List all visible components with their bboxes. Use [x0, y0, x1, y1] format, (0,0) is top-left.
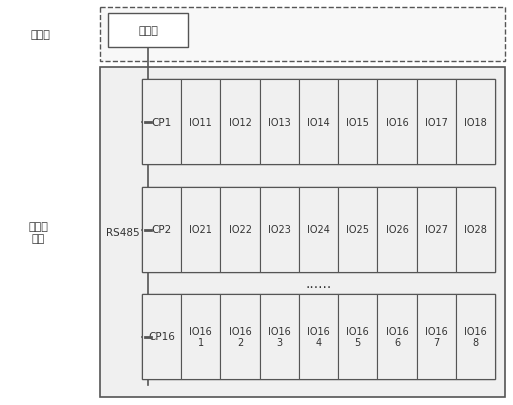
Bar: [260, 294, 299, 379]
Bar: [299, 294, 338, 379]
Text: IO12: IO12: [229, 117, 251, 127]
Bar: [108, 14, 188, 48]
Bar: [181, 188, 221, 272]
Text: IO27: IO27: [425, 225, 448, 235]
Bar: [181, 80, 221, 164]
Text: 控制器: 控制器: [138, 26, 158, 36]
Text: IO18: IO18: [464, 117, 487, 127]
Text: IO22: IO22: [229, 225, 251, 235]
Text: CP2: CP2: [151, 225, 172, 235]
Bar: [338, 294, 378, 379]
Text: IO16
2: IO16 2: [229, 326, 251, 347]
Bar: [299, 188, 338, 272]
Text: IO24: IO24: [307, 225, 330, 235]
Bar: [100, 68, 505, 397]
Bar: [221, 294, 260, 379]
Text: IO25: IO25: [346, 225, 369, 235]
Text: IO13: IO13: [268, 117, 291, 127]
Bar: [181, 294, 221, 379]
Bar: [260, 188, 299, 272]
Bar: [142, 188, 181, 272]
Bar: [221, 80, 260, 164]
Bar: [417, 80, 456, 164]
Text: IO16
1: IO16 1: [189, 326, 212, 347]
Bar: [378, 188, 417, 272]
Bar: [378, 80, 417, 164]
Bar: [299, 80, 338, 164]
Text: IO21: IO21: [189, 225, 212, 235]
Text: 控制层: 控制层: [30, 30, 50, 40]
Bar: [456, 294, 495, 379]
Bar: [417, 294, 456, 379]
Bar: [142, 188, 495, 272]
Text: IO23: IO23: [268, 225, 291, 235]
Bar: [142, 294, 181, 379]
Bar: [221, 188, 260, 272]
Text: IO16: IO16: [386, 117, 408, 127]
Bar: [142, 80, 495, 164]
Text: IO16
8: IO16 8: [464, 326, 487, 347]
Bar: [142, 80, 181, 164]
Bar: [456, 188, 495, 272]
Text: ......: ......: [305, 276, 331, 290]
Bar: [142, 294, 495, 379]
Text: CP16: CP16: [148, 332, 175, 342]
Text: IO16
6: IO16 6: [386, 326, 408, 347]
Text: CP1: CP1: [151, 117, 172, 127]
Bar: [417, 188, 456, 272]
Text: 输入输
出层: 输入输 出层: [28, 222, 48, 243]
Bar: [338, 80, 378, 164]
Bar: [456, 80, 495, 164]
Bar: [378, 294, 417, 379]
Bar: [260, 80, 299, 164]
Bar: [338, 188, 378, 272]
Text: IO28: IO28: [464, 225, 487, 235]
Text: IO11: IO11: [189, 117, 212, 127]
Text: IO16
3: IO16 3: [268, 326, 291, 347]
Bar: [100, 8, 505, 62]
Text: IO14: IO14: [307, 117, 330, 127]
Text: IO16
7: IO16 7: [425, 326, 447, 347]
Text: IO16
5: IO16 5: [346, 326, 369, 347]
Text: IO15: IO15: [346, 117, 369, 127]
Text: IO16
4: IO16 4: [307, 326, 330, 347]
Text: IO17: IO17: [425, 117, 448, 127]
Text: RS485: RS485: [106, 228, 140, 237]
Text: IO26: IO26: [385, 225, 408, 235]
